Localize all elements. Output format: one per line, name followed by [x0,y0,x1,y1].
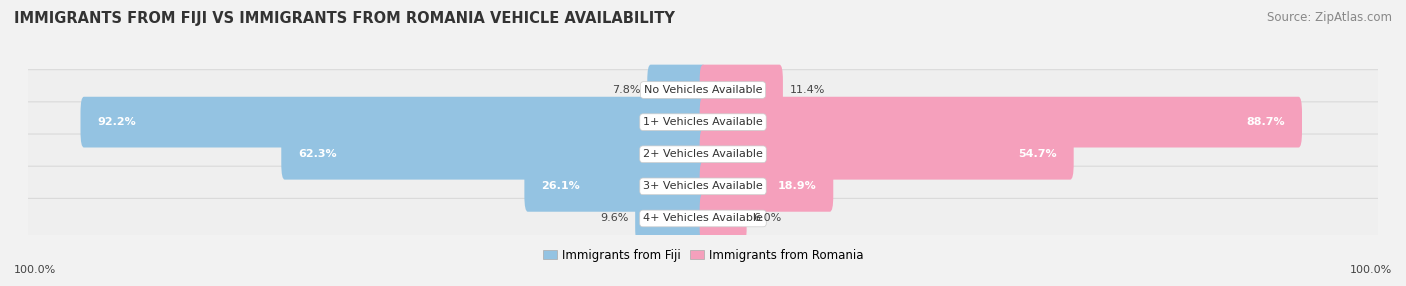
Text: 54.7%: 54.7% [1018,149,1057,159]
FancyBboxPatch shape [700,129,1074,180]
Text: No Vehicles Available: No Vehicles Available [644,85,762,95]
Text: 26.1%: 26.1% [541,181,579,191]
Text: 2+ Vehicles Available: 2+ Vehicles Available [643,149,763,159]
Text: Source: ZipAtlas.com: Source: ZipAtlas.com [1267,11,1392,24]
Text: 1+ Vehicles Available: 1+ Vehicles Available [643,117,763,127]
FancyBboxPatch shape [27,166,1379,206]
FancyBboxPatch shape [80,97,706,148]
Text: 3+ Vehicles Available: 3+ Vehicles Available [643,181,763,191]
Text: 7.8%: 7.8% [612,85,641,95]
Legend: Immigrants from Fiji, Immigrants from Romania: Immigrants from Fiji, Immigrants from Ro… [543,249,863,262]
FancyBboxPatch shape [636,193,706,244]
FancyBboxPatch shape [281,129,706,180]
Text: 9.6%: 9.6% [600,213,628,223]
Text: 100.0%: 100.0% [1350,265,1392,275]
FancyBboxPatch shape [27,134,1379,174]
FancyBboxPatch shape [700,65,783,115]
FancyBboxPatch shape [27,198,1379,239]
FancyBboxPatch shape [700,161,834,212]
Text: 6.0%: 6.0% [754,213,782,223]
FancyBboxPatch shape [700,193,747,244]
FancyBboxPatch shape [647,65,706,115]
Text: 88.7%: 88.7% [1247,117,1285,127]
Text: 18.9%: 18.9% [778,181,817,191]
Text: 62.3%: 62.3% [298,149,336,159]
Text: 11.4%: 11.4% [790,85,825,95]
FancyBboxPatch shape [27,70,1379,110]
Text: 92.2%: 92.2% [97,117,136,127]
Text: 100.0%: 100.0% [14,265,56,275]
FancyBboxPatch shape [27,102,1379,142]
FancyBboxPatch shape [524,161,706,212]
Text: IMMIGRANTS FROM FIJI VS IMMIGRANTS FROM ROMANIA VEHICLE AVAILABILITY: IMMIGRANTS FROM FIJI VS IMMIGRANTS FROM … [14,11,675,26]
FancyBboxPatch shape [700,97,1302,148]
Text: 4+ Vehicles Available: 4+ Vehicles Available [643,213,763,223]
